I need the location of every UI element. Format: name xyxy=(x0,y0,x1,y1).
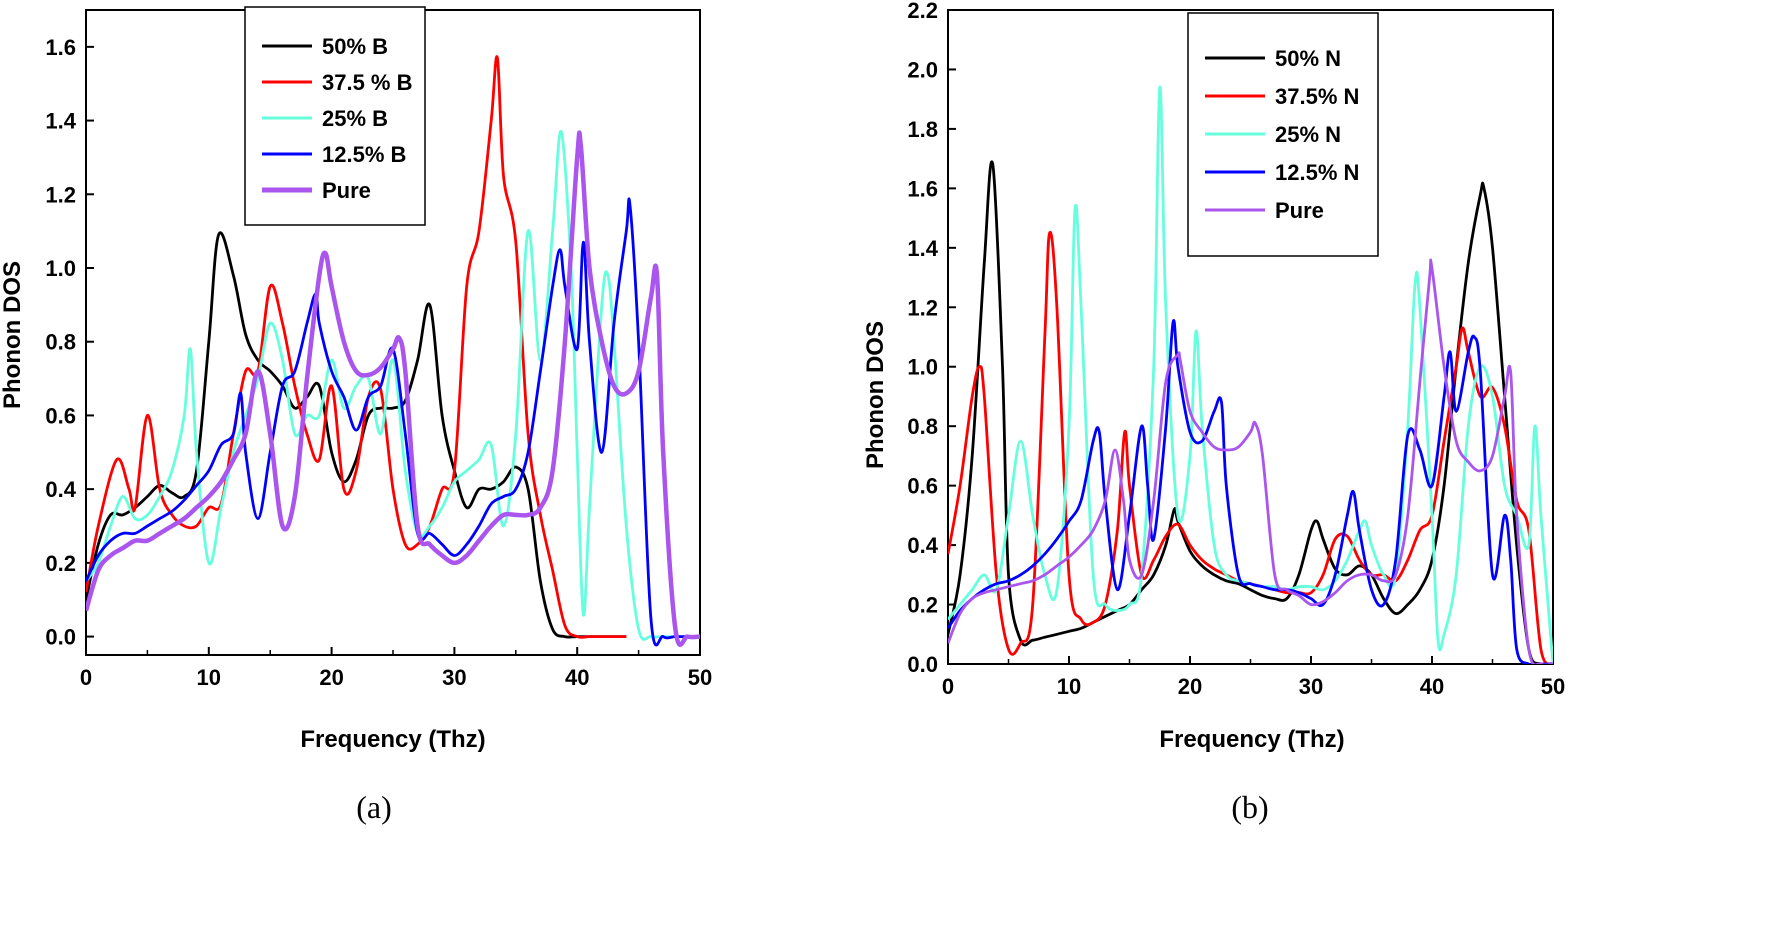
x-tick-label: 20 xyxy=(319,665,343,690)
legend-label: 50% B xyxy=(322,34,388,59)
y-tick-label: 0.2 xyxy=(907,593,938,618)
legend-label: 12.5% N xyxy=(1275,160,1359,185)
x-tick-label: 30 xyxy=(442,665,466,690)
y-tick-label: 1.0 xyxy=(45,256,76,281)
y-tick-label: 1.2 xyxy=(907,295,938,320)
y-tick-label: 2.0 xyxy=(907,57,938,82)
series-line-25-b xyxy=(86,130,700,641)
y-axis-title: Phonon DOS xyxy=(862,321,889,469)
x-tick-label: 20 xyxy=(1178,674,1202,699)
y-tick-label: 0.4 xyxy=(907,533,938,558)
chart-b: 0 10 20 30 40 50 0.0 0.2 0.4 0.6 0.8 1.0 1.2 1.4 1.6 1.… xyxy=(862,0,1565,825)
y-tick-label: 1.2 xyxy=(45,182,76,207)
legend-label: 37.5% N xyxy=(1275,84,1359,109)
series-line-12-5-b xyxy=(86,197,700,647)
legend-label: 50% N xyxy=(1275,46,1341,71)
legend-label: 25% N xyxy=(1275,122,1341,147)
y-tick-label: 1.6 xyxy=(907,176,938,201)
y-axis-title: Phonon DOS xyxy=(0,261,26,409)
y-tick-label: 0.0 xyxy=(45,625,76,650)
x-tick-label: 0 xyxy=(80,665,92,690)
x-tick-label: 10 xyxy=(197,665,221,690)
x-axis-title: Frequency (Thz) xyxy=(300,726,485,753)
legend-label: 25% B xyxy=(322,106,388,131)
panel-caption: (a) xyxy=(356,789,392,825)
series-line-pure xyxy=(948,258,1553,664)
legend-label: 37.5 % B xyxy=(322,70,413,95)
y-tick-label: 0.6 xyxy=(907,474,938,499)
series-line-12-5-n xyxy=(948,319,1553,664)
x-tick-label: 10 xyxy=(1057,674,1081,699)
y-tick-label: 1.0 xyxy=(907,355,938,380)
series-line-50-n xyxy=(948,160,1553,664)
y-tick-label: 0.2 xyxy=(45,551,76,576)
y-tick-label: 0.6 xyxy=(45,403,76,428)
y-tick-label: 1.6 xyxy=(45,35,76,60)
y-tick-label: 0.8 xyxy=(907,414,938,439)
x-tick-label: 40 xyxy=(1420,674,1444,699)
series-line-25-n xyxy=(948,85,1553,664)
panel-caption: (b) xyxy=(1231,789,1268,825)
series-line-37-5-b xyxy=(86,55,627,639)
y-tick-label: 1.4 xyxy=(45,109,76,134)
y-tick-label: 2.2 xyxy=(907,0,938,23)
x-tick-label: 50 xyxy=(688,665,712,690)
legend-label: Pure xyxy=(1275,198,1324,223)
y-tick-label: 0.4 xyxy=(45,477,76,502)
y-tick-label: 0.0 xyxy=(907,652,938,677)
x-axis-title: Frequency (Thz) xyxy=(1159,726,1344,753)
chart-a: 0 10 20 30 40 50 0.0 0.2 0.4 0.6 0.8 1.0 1.2 1.4 1.6 Ph… xyxy=(0,6,712,825)
x-tick-label: 0 xyxy=(942,674,954,699)
x-tick-label: 50 xyxy=(1541,674,1565,699)
legend-label: Pure xyxy=(322,178,371,203)
y-tick-label: 1.4 xyxy=(907,236,938,261)
y-tick-label: 0.8 xyxy=(45,330,76,355)
x-tick-label: 40 xyxy=(565,665,589,690)
y-tick-label: 1.8 xyxy=(907,117,938,142)
series-line-37-5-n xyxy=(948,230,1553,664)
x-tick-label: 30 xyxy=(1299,674,1323,699)
series-line-50-b xyxy=(86,231,627,639)
legend-label: 12.5% B xyxy=(322,142,406,167)
series-line-pure xyxy=(86,130,700,647)
